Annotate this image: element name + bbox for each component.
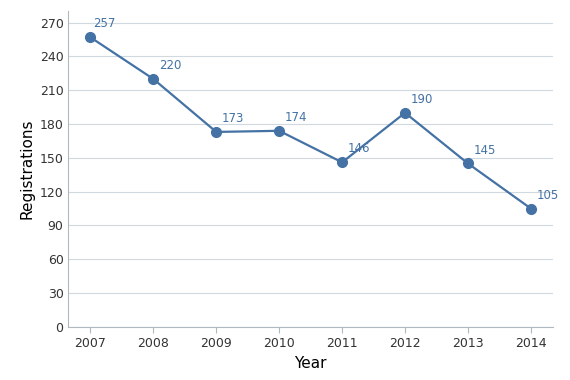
- Text: 190: 190: [410, 93, 433, 106]
- Text: 105: 105: [536, 188, 559, 201]
- Text: 173: 173: [222, 112, 244, 125]
- Text: 257: 257: [93, 17, 116, 30]
- Text: 220: 220: [159, 59, 181, 72]
- Text: 145: 145: [474, 144, 496, 157]
- Text: 146: 146: [348, 142, 370, 155]
- X-axis label: Year: Year: [294, 356, 327, 371]
- Text: 174: 174: [285, 111, 307, 124]
- Y-axis label: Registrations: Registrations: [19, 119, 34, 219]
